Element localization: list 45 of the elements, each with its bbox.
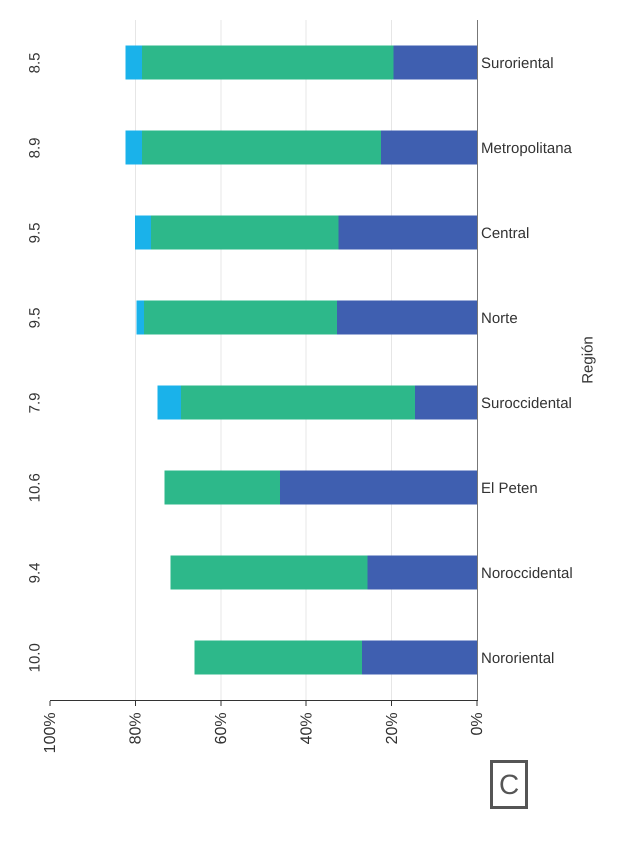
bar (280, 470, 477, 504)
bar (170, 556, 368, 590)
text: C (499, 769, 520, 800)
y-axis-title: Región (580, 336, 597, 384)
bar (338, 216, 477, 250)
y-tick-label: Suroriental (481, 54, 554, 72)
text: 10.0 (26, 643, 44, 672)
text: 8.5 (26, 52, 44, 74)
y-tick-label: Nororiental (481, 650, 554, 667)
bar (367, 556, 477, 590)
bar (136, 300, 144, 334)
bar (158, 386, 182, 420)
x-tick-label: 60% (213, 712, 230, 744)
bar (181, 386, 416, 420)
bar (134, 216, 151, 250)
y-tick-label: Central (481, 224, 530, 242)
bar (150, 216, 339, 250)
text: 8.9 (26, 138, 44, 158)
bar (142, 46, 394, 80)
bar (142, 130, 381, 164)
bar (394, 46, 477, 80)
y-tick-label: El Peten (481, 480, 538, 497)
bar (380, 130, 477, 164)
y-tick-label: Metropolitana (481, 140, 573, 157)
x-tick-label: 20% (384, 712, 401, 744)
bar (126, 46, 142, 80)
y-tick-label: Suroccidental (481, 394, 572, 412)
y-tick-label: Norte (481, 310, 518, 327)
x-tick-label: 0% (469, 712, 486, 736)
bar (164, 470, 280, 504)
text: 9.4 (26, 562, 44, 584)
bar (126, 130, 142, 164)
x-tick-label: 100% (42, 712, 60, 754)
text: 10.6 (26, 473, 44, 502)
x-tick-label: 80% (128, 712, 145, 744)
y-tick-label: Noroccidental (481, 564, 573, 582)
text: 7.9 (26, 392, 44, 414)
text: 9.5 (26, 308, 44, 328)
bar (194, 640, 362, 674)
bar (336, 300, 477, 334)
bar (415, 386, 477, 420)
bar (362, 640, 477, 674)
x-tick-label: 40% (298, 712, 316, 744)
text: 9.5 (26, 222, 44, 244)
bar (144, 300, 337, 334)
